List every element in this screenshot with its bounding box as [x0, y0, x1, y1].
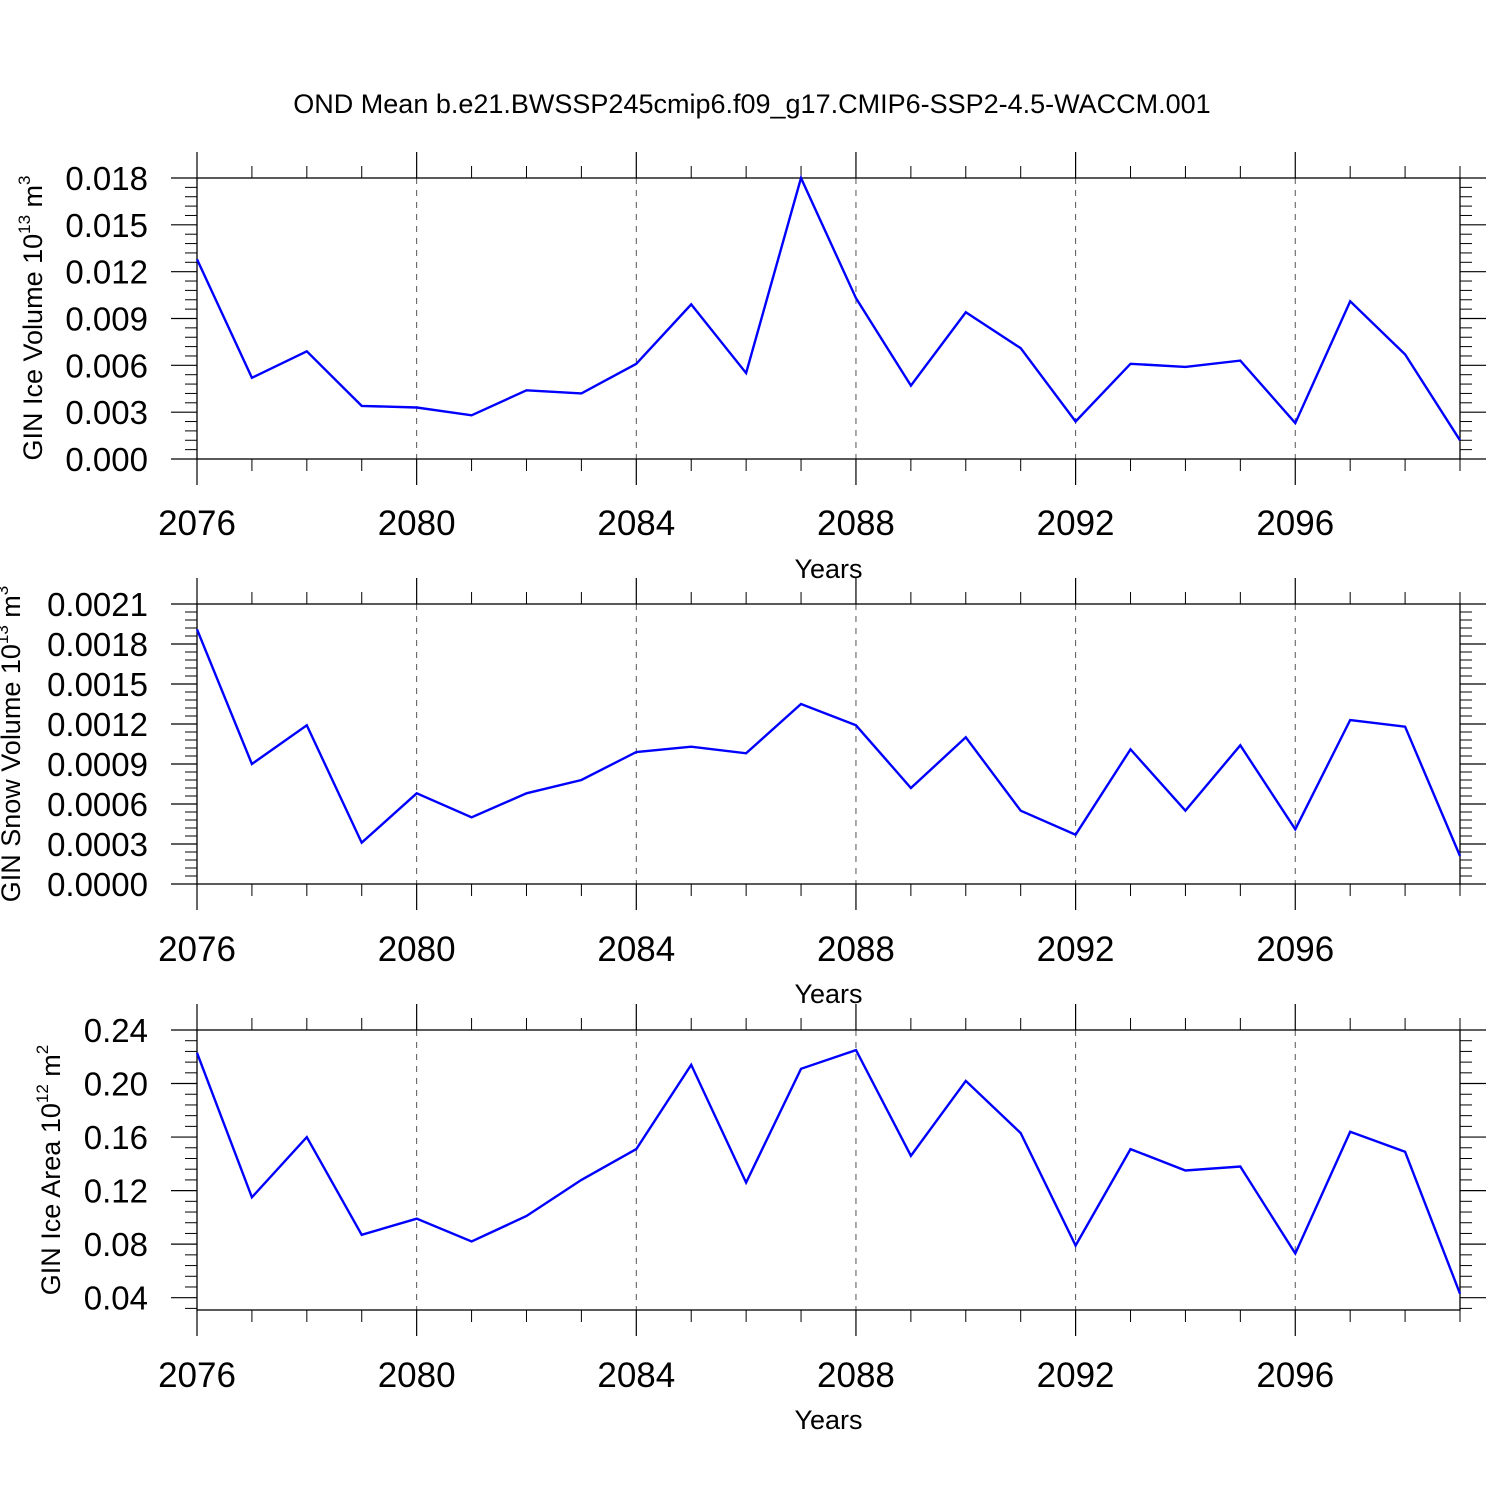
- y-tick-label: 0.0012: [47, 706, 148, 743]
- x-tick-label: 2096: [1256, 930, 1334, 969]
- x-tick-label: 2088: [817, 1356, 895, 1395]
- y-axis-label-part: m: [36, 1054, 66, 1084]
- chart-panel-1: 2076 2080 2084 2088 2092 2096 0.000 0.003 0.006 0…: [15, 152, 1486, 584]
- y-tick-label: 0.04: [84, 1280, 148, 1317]
- y-axis-label-superscript: 3: [0, 586, 12, 595]
- x-tick-label: 2084: [597, 1356, 675, 1395]
- y-axis-label: GIN Snow Volume 1013 m3: [0, 586, 26, 903]
- y-tick-label: 0.0006: [47, 786, 148, 823]
- y-tick-label: 0.0018: [47, 626, 148, 663]
- x-axis-label: Years: [794, 554, 862, 584]
- y-axis-label: GIN Ice Area 1012 m2: [33, 1045, 66, 1296]
- y-axis-label-superscript: 3: [15, 175, 34, 184]
- plot-frame: [196, 1029, 1461, 1311]
- y-axis-label-part: m: [18, 185, 48, 215]
- series-line: [195, 174, 1462, 441]
- y-tick-label: 0.0021: [47, 586, 148, 623]
- y-axis-label-superscript: 13: [0, 625, 12, 644]
- x-tick-label: 2076: [158, 504, 236, 543]
- y-tick-label: 0.006: [65, 347, 148, 384]
- x-tick-label: 2088: [817, 504, 895, 543]
- y-tick-label: 0.20: [84, 1066, 148, 1103]
- chart-panel-2: 2076 2080 2084 2088 2092 20960.00000.00030.00…: [0, 578, 1486, 1009]
- y-tick-label: 0.015: [65, 207, 148, 244]
- y-tick-label: 0.012: [65, 254, 148, 291]
- x-tick-label: 2084: [597, 930, 675, 969]
- x-tick-label: 2092: [1037, 930, 1115, 969]
- x-tick-label: 2080: [378, 930, 456, 969]
- y-tick-label: 0.0003: [47, 826, 148, 863]
- y-tick-label: 0.009: [65, 301, 148, 338]
- x-axis-label: Years: [794, 979, 862, 1009]
- y-axis-label-superscript: 12: [33, 1084, 52, 1103]
- x-tick-label: 2076: [158, 1356, 236, 1395]
- series-line: [195, 1048, 1462, 1295]
- plot-frame: [196, 177, 1461, 460]
- x-tick-label: 2096: [1256, 504, 1334, 543]
- chart-panel-3: 2076 2080 2084 2088 2092 2096 0.04 0.08 0.12 0.16…: [33, 1004, 1486, 1435]
- x-axis-label: Years: [794, 1405, 862, 1435]
- y-tick-label: 0.000: [65, 441, 148, 478]
- figure-title: OND Mean b.e21.BWSSP245cmip6.f09_g17.CMI…: [293, 89, 1210, 119]
- x-tick-label: 2080: [378, 504, 456, 543]
- y-axis-label-superscript: 13: [15, 215, 34, 234]
- y-tick-label: 0.0000: [47, 866, 148, 903]
- y-axis-label-part: GIN Snow Volume 10: [0, 644, 26, 902]
- x-tick-label: 2092: [1037, 504, 1115, 543]
- x-tick-label: 2092: [1037, 1356, 1115, 1395]
- series-line: [195, 628, 1462, 857]
- y-tick-label: 0.018: [65, 160, 148, 197]
- x-tick-label: 2084: [597, 504, 675, 543]
- y-tick-label: 0.08: [84, 1226, 148, 1263]
- y-tick-label: 0.0015: [47, 666, 148, 703]
- y-axis-label: GIN Ice Volume 1013 m3: [15, 175, 48, 460]
- plot-frame: [196, 603, 1461, 885]
- y-tick-label: 0.24: [84, 1012, 148, 1049]
- y-tick-label: 0.003: [65, 394, 148, 431]
- x-tick-label: 2076: [158, 930, 236, 969]
- y-axis-label-superscript: 2: [33, 1045, 52, 1054]
- x-tick-label: 2088: [817, 930, 895, 969]
- y-tick-label: 0.16: [84, 1119, 148, 1156]
- x-tick-label: 2080: [378, 1356, 456, 1395]
- y-tick-label: 0.0009: [47, 746, 148, 783]
- x-tick-label: 2096: [1256, 1356, 1334, 1395]
- y-axis-label-part: m: [0, 595, 26, 625]
- y-tick-label: 0.12: [84, 1173, 148, 1210]
- y-axis-label-part: GIN Ice Area 10: [36, 1103, 66, 1295]
- y-axis-label-part: GIN Ice Volume 10: [18, 234, 48, 461]
